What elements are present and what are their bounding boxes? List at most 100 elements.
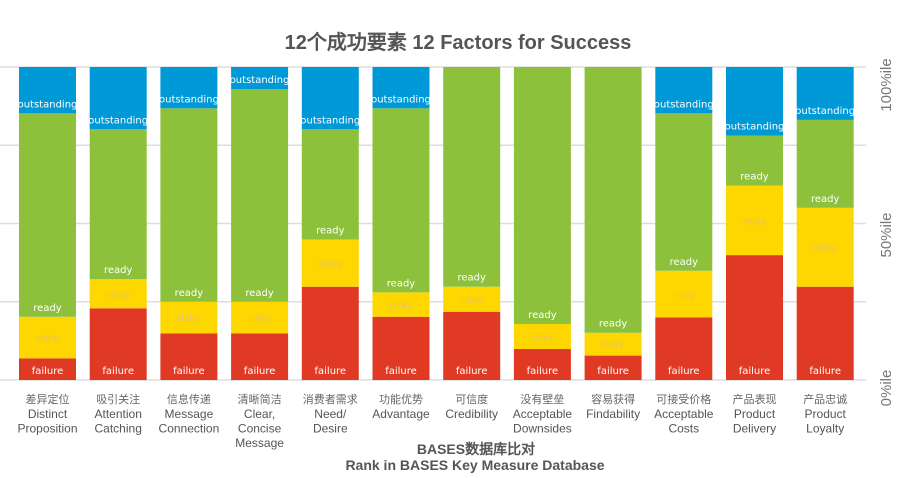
category-label-cn: 差异定位 (26, 392, 70, 406)
y-tick-label: 100%ile (878, 58, 895, 111)
segment-label-failure: failure (173, 366, 205, 377)
segment-label-risky: risky (36, 334, 60, 345)
bar-1: failure risky ready outstanding (18, 67, 77, 380)
bar-segment-outstanding (796, 67, 854, 120)
bar-segment-failure (726, 255, 783, 380)
category-label-cn: 信息传递 (167, 392, 211, 406)
bar-segment-ready (796, 119, 854, 208)
y-axis-labels: 0%ile 50%ile 100%ile (878, 58, 895, 406)
bar-segment-ready (655, 113, 713, 271)
segment-label-failure: failure (315, 366, 347, 377)
y-tick-label: 50%ile (878, 212, 895, 257)
segment-label-ready: ready (740, 172, 769, 183)
category-label-en: Credibility (445, 407, 498, 421)
bar-segment-risky (89, 279, 147, 309)
segment-label-failure: failure (102, 366, 134, 377)
category-label-en: Findability (586, 407, 640, 421)
bar-segment-failure (372, 316, 430, 380)
category-label-en: Downsides (513, 422, 572, 436)
category-label-en: Catching (95, 422, 142, 436)
segment-label-outstanding: outstanding (654, 99, 714, 110)
bar-segment-outstanding (89, 67, 147, 130)
segment-label-ready: ready (811, 194, 840, 205)
bar-segment-ready (726, 135, 783, 186)
category-label-en: Connection (159, 422, 220, 436)
segment-label-risky: risky (460, 295, 484, 306)
bar-segment-outstanding (655, 67, 713, 114)
bar-2: failure risky ready outstanding (88, 67, 148, 380)
bar-segment-failure (160, 333, 218, 380)
segment-label-risky: risky (531, 332, 555, 343)
bar-segment-ready (443, 67, 501, 287)
segment-label-failure: failure (809, 366, 841, 377)
segment-label-failure: failure (244, 366, 276, 377)
bar-segment-failure (796, 286, 854, 380)
category-label-en: Need/ (314, 407, 347, 421)
bar-segment-ready (19, 113, 76, 317)
bar-10: failure risky ready outstanding (654, 67, 714, 380)
category-label-cn: 产品表现 (733, 392, 777, 406)
category-label-cn: 清晰简洁 (238, 392, 282, 406)
category-label-en: Attention (95, 407, 142, 421)
category-label-cn: 容易获得 (591, 392, 635, 406)
segment-label-outstanding: outstanding (230, 75, 290, 86)
bar-segment-outstanding (726, 67, 783, 136)
segment-label-failure: failure (385, 366, 417, 377)
segment-label-failure: failure (668, 366, 700, 377)
bar-6: failure risky ready outstanding (371, 67, 431, 380)
bar-segment-failure (301, 286, 359, 380)
category-label-cn: 消费者需求 (303, 392, 358, 406)
segment-label-risky: risky (743, 216, 767, 227)
segment-label-failure: failure (739, 366, 771, 377)
segment-label-failure: failure (32, 366, 64, 377)
segment-label-ready: ready (316, 225, 345, 236)
x-axis-label-en: Rank in BASES Key Measure Database (345, 457, 604, 473)
segment-label-ready: ready (175, 288, 204, 299)
bar-segment-risky (655, 270, 713, 318)
category-label-en: Loyalty (806, 422, 844, 436)
bar-9: failure risky ready (584, 67, 642, 380)
segment-label-ready: ready (457, 273, 486, 284)
bar-segment-outstanding (372, 67, 430, 109)
bar-segment-outstanding (160, 67, 218, 109)
bar-segment-ready (231, 89, 289, 302)
bar-segment-failure (443, 311, 501, 380)
segment-label-outstanding: outstanding (371, 94, 431, 105)
category-label-en: Concise (238, 422, 282, 436)
bar-segment-failure (19, 358, 76, 380)
category-label-en: Desire (313, 422, 348, 436)
bar-segment-risky (160, 301, 218, 334)
category-label-en: Product (805, 407, 847, 421)
bar-segment-failure (584, 355, 642, 380)
segment-label-risky: risky (177, 314, 201, 325)
segment-label-risky: risky (601, 340, 625, 351)
bar-8: failure risky ready (513, 67, 571, 380)
category-label-cn: 吸引关注 (96, 392, 140, 406)
segment-label-risky: risky (106, 290, 130, 301)
bar-segment-ready (89, 129, 147, 280)
segment-label-ready: ready (104, 265, 133, 276)
category-label-cn: 功能优势 (379, 392, 423, 406)
bar-segment-ready (584, 67, 642, 333)
bar-11: failure risky ready outstanding (725, 67, 784, 380)
segment-label-risky: risky (248, 314, 272, 325)
bar-segment-ready (513, 67, 571, 324)
segment-label-ready: ready (33, 303, 62, 314)
bar-3: failure risky ready outstanding (159, 67, 219, 380)
category-label-en: Delivery (733, 422, 776, 436)
y-tick-label: 0%ile (878, 370, 895, 407)
category-label-en: Product (734, 407, 776, 421)
x-axis-label-cn: BASES数据库比对 (417, 441, 535, 457)
bar-7: failure risky ready (443, 67, 501, 380)
